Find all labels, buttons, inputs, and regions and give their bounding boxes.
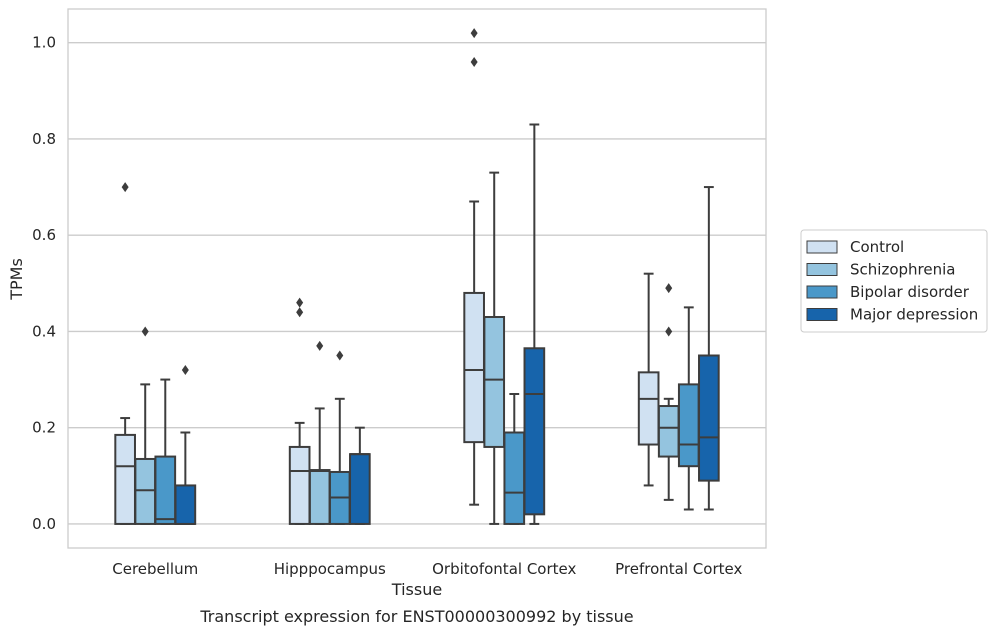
box bbox=[288, 297, 311, 525]
box-body bbox=[114, 433, 136, 525]
box-body bbox=[463, 291, 485, 444]
category-group bbox=[463, 28, 546, 525]
x-tick-label: Hipppocampus bbox=[274, 560, 386, 578]
box-body bbox=[308, 469, 331, 525]
legend-swatch bbox=[806, 263, 838, 276]
y-tick-label: 0.6 bbox=[32, 226, 56, 244]
outlier-marker bbox=[470, 28, 478, 39]
box bbox=[698, 186, 720, 511]
box-body bbox=[503, 431, 526, 525]
outlier-marker bbox=[296, 297, 304, 308]
outlier-marker bbox=[121, 182, 129, 193]
y-tick-label: 0.4 bbox=[32, 322, 56, 340]
box-groups bbox=[114, 28, 720, 525]
box bbox=[154, 378, 177, 525]
outlier-marker bbox=[336, 350, 344, 361]
box-body bbox=[698, 354, 720, 482]
category-group bbox=[114, 182, 197, 525]
box-body bbox=[637, 371, 660, 446]
box-body bbox=[134, 457, 157, 525]
legend: Control Schizophrenia Bipolar disorder Majo… bbox=[800, 229, 988, 333]
y-axis-ticks: 0.0 0.2 0.4 0.6 0.8 1.0 bbox=[32, 34, 56, 533]
outlier-marker bbox=[141, 326, 149, 337]
box bbox=[174, 364, 197, 525]
box bbox=[114, 182, 136, 525]
box bbox=[657, 283, 680, 501]
plot-area-frame bbox=[67, 8, 767, 549]
box bbox=[523, 123, 546, 525]
box bbox=[503, 393, 526, 525]
legend-label: Bipolar disorder bbox=[850, 283, 970, 301]
box bbox=[308, 340, 331, 525]
y-tick-label: 1.0 bbox=[32, 34, 56, 52]
outlier-marker bbox=[665, 326, 673, 337]
outlier-marker bbox=[296, 307, 304, 318]
box-body bbox=[154, 455, 177, 525]
chart-caption: Transcript expression for ENST0000030099… bbox=[199, 607, 633, 626]
outlier-marker bbox=[470, 56, 478, 67]
legend-label: Major depression bbox=[850, 306, 978, 324]
box-body bbox=[288, 445, 311, 525]
legend-label: Control bbox=[850, 238, 904, 256]
y-axis-label: TPMs bbox=[7, 258, 26, 301]
x-axis-label: Tissue bbox=[391, 580, 442, 599]
x-tick-label: Prefrontal Cortex bbox=[615, 560, 742, 578]
y-tick-label: 0.0 bbox=[32, 515, 56, 533]
outlier-marker bbox=[665, 283, 673, 294]
legend-label: Schizophrenia bbox=[850, 261, 955, 279]
box-body bbox=[677, 383, 700, 468]
x-tick-label: Cerebellum bbox=[112, 560, 198, 578]
category-group bbox=[637, 186, 720, 511]
box-body bbox=[523, 347, 546, 516]
legend-swatch bbox=[806, 308, 838, 321]
x-axis-ticks: Cerebellum Hipppocampus Orbitofontal Corte… bbox=[112, 560, 742, 578]
box bbox=[328, 350, 351, 525]
box-body bbox=[349, 453, 371, 525]
box bbox=[349, 426, 371, 525]
box bbox=[483, 171, 506, 525]
x-tick-label: Orbitofontal Cortex bbox=[432, 560, 576, 578]
legend-swatch bbox=[806, 285, 838, 299]
y-tick-label: 0.2 bbox=[32, 419, 56, 437]
box-body bbox=[174, 484, 197, 525]
y-tick-label: 0.8 bbox=[32, 130, 56, 148]
outlier-marker bbox=[316, 340, 324, 351]
box-body bbox=[657, 405, 680, 458]
category-group bbox=[288, 297, 371, 525]
box-body bbox=[483, 316, 506, 448]
legend-frame bbox=[800, 229, 988, 333]
legend-swatch bbox=[806, 240, 838, 254]
outlier-marker bbox=[181, 364, 189, 375]
